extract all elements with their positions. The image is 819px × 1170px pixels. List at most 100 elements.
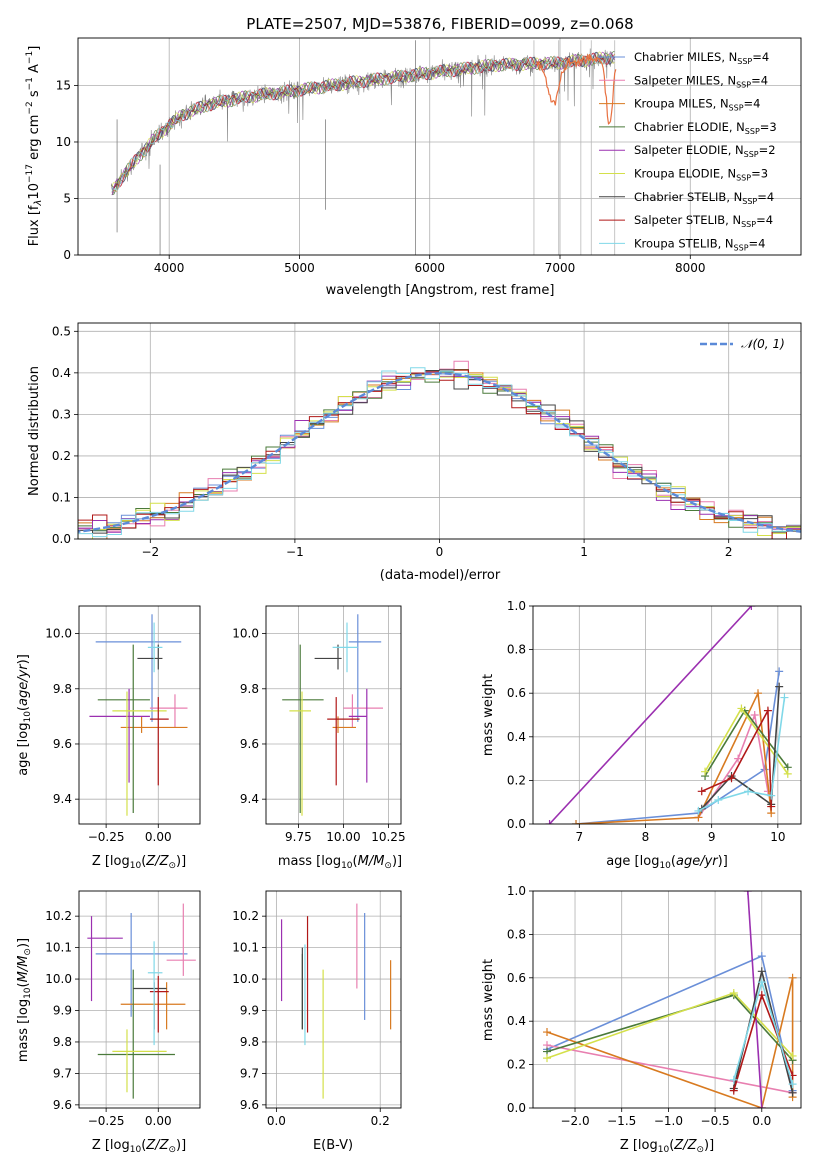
y-tick-label: 10.1 xyxy=(232,941,259,955)
histogram-kroupa-stelib xyxy=(78,367,801,538)
series-line-kroupa-miles xyxy=(575,690,772,824)
x-tick-label: −0.5 xyxy=(701,1114,730,1128)
series-marker-salpeter-elodie xyxy=(747,606,756,610)
x-tick-label: 1 xyxy=(580,545,588,559)
series-marker-salpeter-miles xyxy=(750,711,759,719)
x-tick-label: −1 xyxy=(286,545,304,559)
y-tick-label: 0.4 xyxy=(52,366,71,380)
age-z-xlabel: Z [log10(Z/Z⊙)] xyxy=(92,854,186,871)
series-marker-kroupa-stelib xyxy=(788,1080,797,1089)
legend-label-salpeter-elodie: Salpeter ELODIE, NSSP=2 xyxy=(634,143,776,159)
series-marker-kroupa-stelib xyxy=(729,1075,738,1084)
y-tick-label: 10.0 xyxy=(232,972,259,986)
series-marker-kroupa-miles xyxy=(788,973,797,982)
y-tick-label: 0 xyxy=(63,248,71,262)
series-marker-kroupa-stelib xyxy=(757,978,766,987)
series-line-salpeter-stelib xyxy=(733,992,794,1091)
series-marker-salpeter-stelib xyxy=(763,706,772,715)
x-tick-label: 0.0 xyxy=(267,1114,286,1128)
x-tick-label: 7000 xyxy=(545,261,576,275)
model-line-chabrier-elodie xyxy=(111,51,615,195)
weight-z-ylabel: mass weight xyxy=(481,959,496,1041)
histogram-xlabel: (data-model)/error xyxy=(380,568,501,583)
series-line-salpeter-miles xyxy=(697,711,769,818)
y-tick-label: 10.0 xyxy=(45,972,72,986)
age-mass-panel: 9.75 10.00 10.25 9.4 9.6 9.8 10.0 mass [log10(… xyxy=(232,605,406,871)
x-tick-label: 6000 xyxy=(414,261,445,275)
y-tick-label: 15 xyxy=(56,78,71,92)
mass-ylabel: mass [log10(M/M⊙)] xyxy=(16,938,33,1062)
series-line-chabrier-miles xyxy=(575,671,780,824)
weight-z-panel: −2.0 −1.5 −1.0 −0.5 0.0 0.0 0.2 0.4 0.6 0.8 1.0 Z … xyxy=(481,884,802,1155)
age-mass-xlabel: mass [log10(M/M⊙)] xyxy=(278,854,402,871)
x-tick-label: 0.00 xyxy=(145,1114,172,1128)
series-line-chabrier-stelib xyxy=(733,971,794,1093)
data-spectrum-line xyxy=(110,48,614,195)
spectrum-legend: Chabrier MILES, NSSP=4 Salpeter MILES, NS… xyxy=(599,50,777,252)
series-marker-chabrier-stelib xyxy=(757,967,766,976)
y-tick-label: 10.0 xyxy=(232,627,259,641)
series-marker-chabrier-miles xyxy=(775,667,784,676)
series-marker-salpeter-stelib xyxy=(727,774,736,783)
histogram-legend-label: 𝒩(0, 1) xyxy=(741,337,785,351)
weight-age-panel: 7 8 9 10 0.0 0.2 0.4 0.6 0.8 1.0 age [log10(age/y… xyxy=(481,599,802,871)
y-tick-label: 0.3 xyxy=(52,407,71,421)
series-marker-salpeter-elodie xyxy=(757,1104,766,1108)
y-tick-label: 9.7 xyxy=(53,1066,72,1080)
series-marker-kroupa-elodie xyxy=(701,767,710,776)
y-tick-label: 9.6 xyxy=(240,737,259,751)
series-marker-kroupa-stelib xyxy=(767,791,776,800)
series-marker-kroupa-elodie xyxy=(729,988,738,997)
x-tick-label: 9.75 xyxy=(285,830,312,844)
mass-ebv-xlabel: E(B-V) xyxy=(313,1138,353,1153)
mass-z-xlabel: Z [log10(Z/Z⊙)] xyxy=(92,1138,186,1155)
series-marker-salpeter-miles xyxy=(734,754,743,763)
y-tick-label: 9.4 xyxy=(53,792,72,806)
age-ylabel: age [log10(age/yr)] xyxy=(16,654,33,776)
series-marker-chabrier-stelib xyxy=(788,1088,797,1097)
series-marker-kroupa-elodie xyxy=(543,1054,552,1063)
y-tick-label: 0.4 xyxy=(507,1014,526,1028)
legend-label-salpeter-miles: Salpeter MILES, NSSP=4 xyxy=(634,73,768,89)
y-tick-label: 1.0 xyxy=(507,599,526,613)
x-tick-label: 10 xyxy=(770,830,785,844)
model-line-chabrier-miles xyxy=(111,51,615,189)
spectrum-ylabel: Flux [fλ10−17 erg cm−2 s−1 A−1] xyxy=(25,46,44,247)
legend-label-salpeter-stelib: Salpeter STELIB, NSSP=4 xyxy=(634,213,773,229)
residual-histogram-panel: −2 −1 0 1 2 0.0 0.1 0.2 0.3 0.4 0.5 𝒩(0, 1) (data-… xyxy=(27,322,802,583)
y-tick-label: 0.2 xyxy=(507,773,526,787)
model-line-chabrier-stelib xyxy=(111,51,615,188)
y-tick-label: 9.4 xyxy=(240,792,259,806)
y-tick-label: 5 xyxy=(63,191,71,205)
model-line-kroupa-elodie xyxy=(111,51,615,188)
x-tick-label: 4000 xyxy=(154,261,185,275)
x-tick-label: 10.00 xyxy=(326,830,360,844)
weight-z-xlabel: Z [log10(Z/Z⊙)] xyxy=(620,1138,714,1155)
series-marker-salpeter-stelib xyxy=(757,991,766,1000)
histogram-ylabel: Normed distribution xyxy=(27,366,42,496)
model-line-kroupa-stelib xyxy=(111,53,615,193)
series-marker-kroupa-miles xyxy=(572,820,581,824)
x-tick-label: 7 xyxy=(576,830,584,844)
legend-label-kroupa-elodie: Kroupa ELODIE, NSSP=3 xyxy=(634,167,768,183)
x-tick-label: 0 xyxy=(436,545,444,559)
y-tick-label: 0.8 xyxy=(507,643,526,657)
y-tick-label: 10.2 xyxy=(232,909,259,923)
y-tick-label: 0.0 xyxy=(507,1101,526,1115)
y-tick-label: 0.4 xyxy=(507,730,526,744)
x-tick-label: 0.0 xyxy=(752,1114,771,1128)
series-line-salpeter-stelib xyxy=(701,707,772,807)
series-marker-salpeter-stelib xyxy=(729,1086,738,1095)
y-tick-label: 10.0 xyxy=(45,627,72,641)
y-tick-label: 9.9 xyxy=(53,1004,72,1018)
y-tick-label: 9.6 xyxy=(53,1098,72,1112)
x-tick-label: 8 xyxy=(642,830,650,844)
weight-age-ylabel: mass weight xyxy=(481,674,496,756)
y-tick-label: 0.6 xyxy=(507,686,526,700)
x-tick-label: −0.25 xyxy=(88,830,125,844)
series-marker-chabrier-miles xyxy=(757,952,766,961)
y-tick-label: 0.6 xyxy=(507,971,526,985)
y-tick-label: 10.2 xyxy=(45,909,72,923)
y-tick-label: 9.8 xyxy=(53,1035,72,1049)
